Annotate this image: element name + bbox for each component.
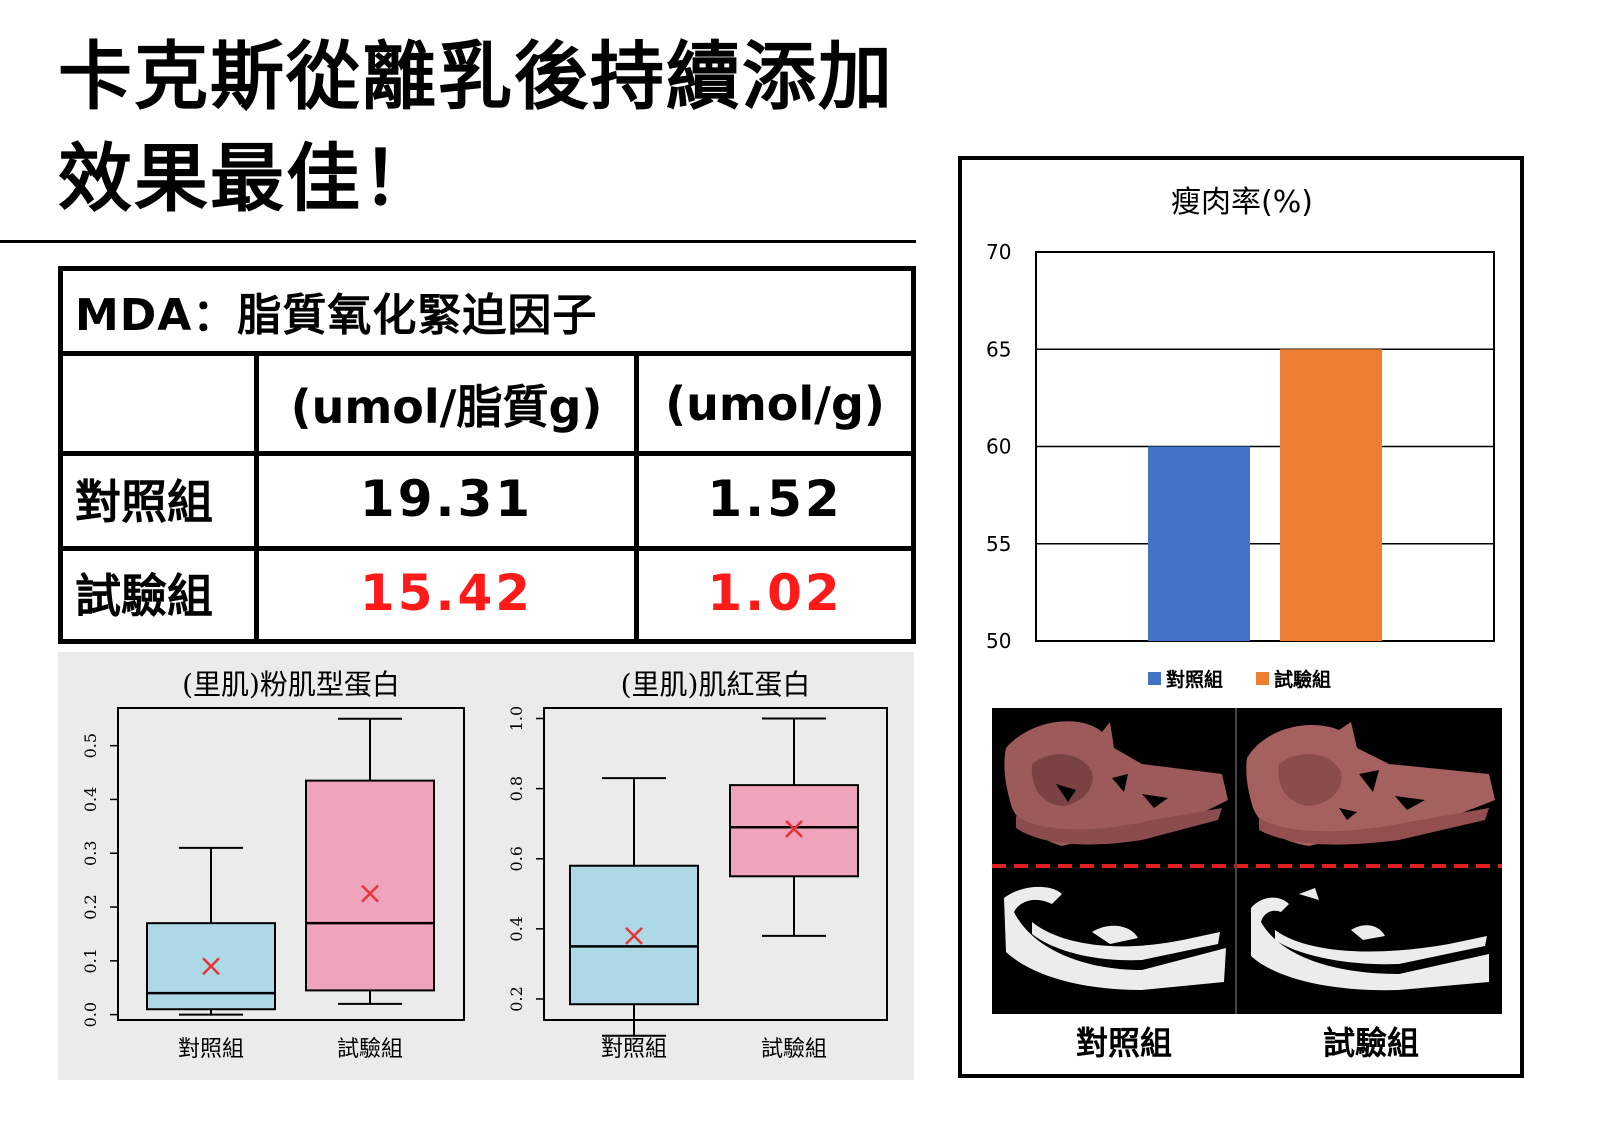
legend-label: 對照組	[1166, 668, 1223, 691]
y-tick-label: 0.2	[507, 986, 526, 1011]
mda-value-tissue: 1.52	[707, 469, 843, 528]
y-tick-label: 55	[986, 532, 1011, 556]
legend-swatch	[1256, 672, 1269, 685]
plot-frame	[1035, 251, 1495, 642]
mda-row-label: 試驗組	[63, 546, 259, 639]
control-meat-photo	[1004, 721, 1228, 846]
boxplot-panel: (里肌)粉肌型蛋白 0.0 0.1 0.2 0.3 0.4 0.5 對照組 試驗組 (里肌)肌紅蛋…	[58, 652, 914, 1080]
category-label: 試驗組	[337, 1037, 403, 1062]
trial-binary-image	[1251, 888, 1489, 991]
headline-line-2: 效果最佳！	[58, 136, 438, 222]
mda-header-unit-lipid: (umol/脂質g)	[259, 356, 639, 451]
mda-table-title: MDA：脂質氧化緊迫因子	[63, 271, 911, 356]
y-tick-label: 50	[986, 629, 1011, 653]
bar-chart-title: 瘦肉率(%)	[1171, 185, 1313, 220]
mean-marker	[361, 884, 379, 903]
category-label: 試驗組	[761, 1037, 827, 1062]
y-tick-label: 0.6	[507, 846, 526, 871]
headline-line-1: 卡克斯從離乳後持續添加	[58, 34, 894, 120]
category-label: 對照組	[601, 1037, 667, 1062]
mda-table: MDA：脂質氧化緊迫因子 (umol/脂質g) (umol/g) 對照組 19.…	[58, 266, 916, 644]
boxplot-1: (里肌)肌紅蛋白 0.2 0.4 0.6 0.8 1.0 對照組 試驗組	[507, 668, 888, 1062]
meat-caption-trial: 試驗組	[1322, 1024, 1419, 1062]
legend-label: 試驗組	[1274, 668, 1331, 691]
box-試驗組	[305, 779, 435, 992]
y-tick-label: 70	[986, 240, 1011, 264]
y-tick-label: 1.0	[507, 706, 526, 731]
trial-meat-photo	[1246, 722, 1495, 846]
y-tick-label: 0.3	[81, 841, 100, 866]
mda-value-tissue: 1.02	[707, 563, 843, 622]
boxplot-title: (里肌)肌紅蛋白	[621, 668, 811, 701]
y-tick-label: 0.2	[81, 894, 100, 919]
boxplot-title: (里肌)粉肌型蛋白	[182, 668, 400, 701]
headline-rule	[0, 240, 916, 243]
box-試驗組	[729, 784, 859, 878]
bar-對照組	[1148, 446, 1250, 641]
mda-header-empty	[63, 356, 259, 451]
mda-table-header-row: (umol/脂質g) (umol/g)	[63, 356, 911, 456]
lean-meat-panel: 瘦肉率(%) 50 55 60 65 70 對照組 試驗組	[958, 156, 1524, 1078]
lean-meat-bar-chart: 瘦肉率(%) 50 55 60 65 70 對照組 試驗組	[986, 185, 1495, 691]
mean-marker	[785, 820, 803, 838]
y-tick-label: 0.5	[81, 733, 100, 758]
boxplot-frame	[543, 707, 888, 1021]
bar-試驗組	[1280, 349, 1382, 641]
y-tick-label: 0.1	[81, 948, 100, 973]
meat-images-drawing	[992, 708, 1502, 1014]
mda-table-row-control: 對照組 19.31 1.52	[63, 451, 911, 551]
y-tick-label: 0.0	[81, 1002, 100, 1027]
mda-header-unit-tissue: (umol/g)	[665, 376, 885, 431]
y-tick-label: 60	[986, 435, 1011, 459]
y-tick-label: 0.8	[507, 776, 526, 801]
y-tick-label: 65	[986, 337, 1011, 361]
boxplot-0: (里肌)粉肌型蛋白 0.0 0.1 0.2 0.3 0.4 0.5 對照組 試驗組	[81, 668, 465, 1062]
boxplot-frame	[117, 707, 465, 1021]
mean-marker	[625, 926, 643, 945]
mean-marker	[202, 957, 220, 976]
mda-table-row-trial: 試驗組 15.42 1.02	[63, 546, 911, 639]
mda-value-lipid: 15.42	[259, 546, 639, 639]
legend-swatch	[1148, 672, 1161, 685]
mda-row-label: 對照組	[63, 451, 259, 546]
y-tick-label: 0.4	[81, 787, 100, 812]
y-tick-label: 0.4	[507, 916, 526, 941]
meat-caption-control: 對照組	[1075, 1024, 1172, 1062]
category-label: 對照組	[178, 1037, 244, 1062]
control-binary-image	[1004, 886, 1226, 990]
mda-value-lipid: 19.31	[259, 451, 639, 546]
meat-cross-section-images	[992, 708, 1502, 1014]
